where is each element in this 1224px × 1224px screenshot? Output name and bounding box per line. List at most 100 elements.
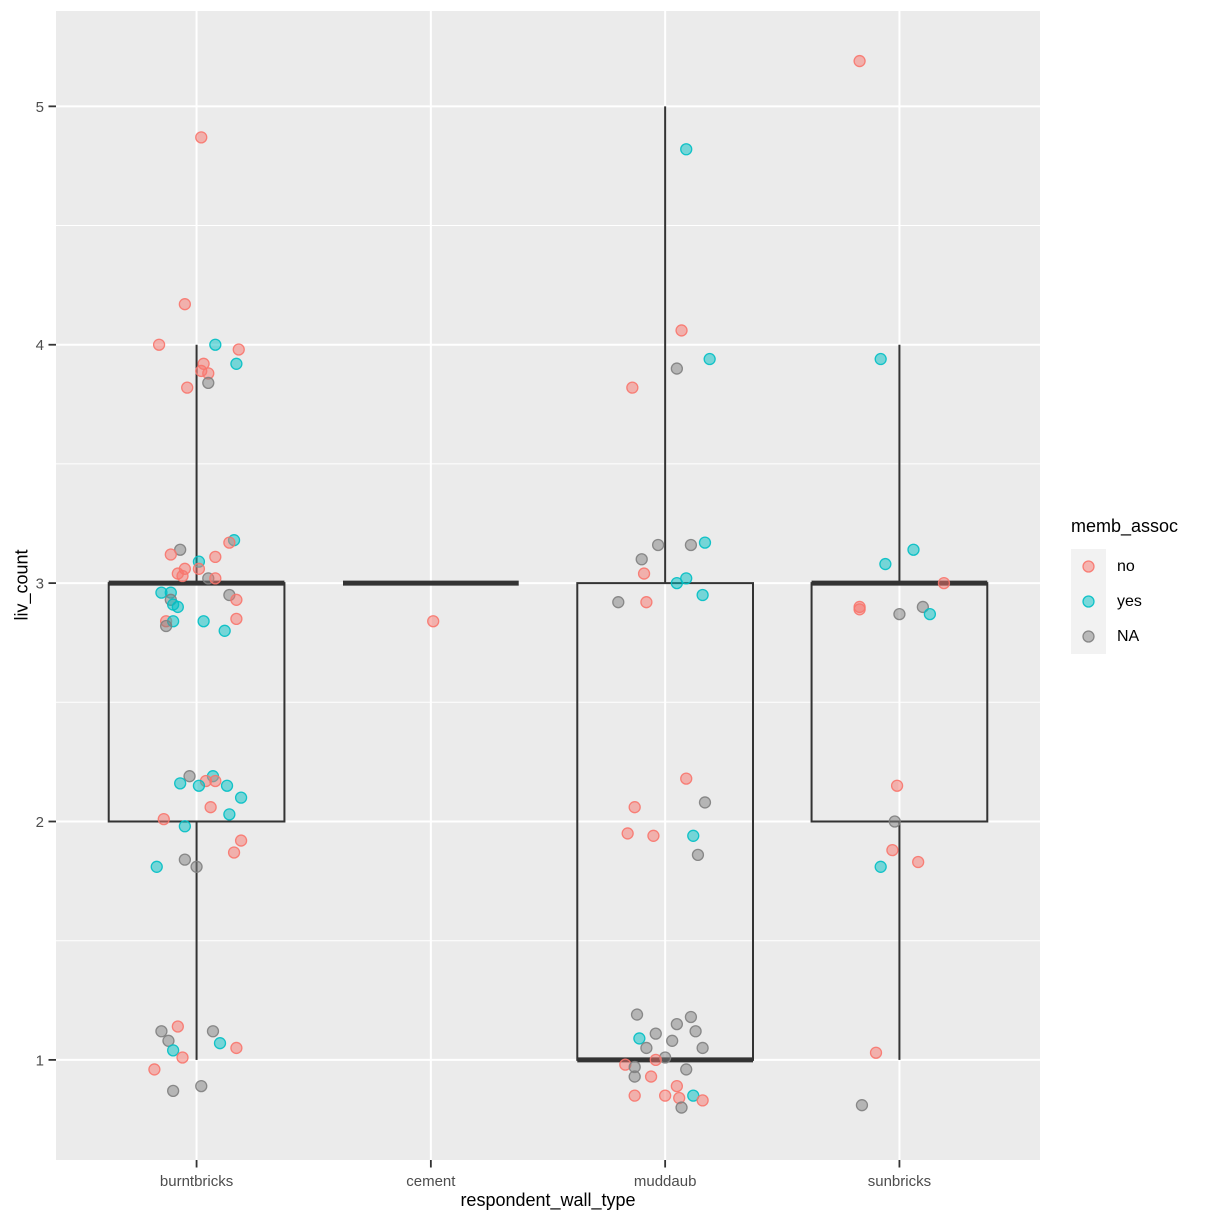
jitter-point-no [230,1041,243,1055]
jitter-point-NA [202,376,215,390]
jitter-point-NA [855,1099,869,1112]
x-tick-label-muddaub: muddaub [634,1173,697,1190]
jitter-point-NA [628,1070,641,1083]
y-tick-label: 2 [36,814,44,831]
y-tick-label: 1 [36,1052,44,1069]
jitter-point-no [886,843,899,857]
jitter-point-yes [171,600,184,614]
jitter-point-no [890,779,904,792]
jitter-point-NA [178,853,192,866]
legend-key-swatch [1071,584,1106,619]
jitter-point-yes [874,352,887,366]
jitter-point-NA [689,1025,702,1038]
y-tick-label: 4 [36,337,44,354]
jitter-point-NA [166,1084,180,1098]
jitter-point-no [640,596,653,609]
jitter-point-NA [630,1008,644,1021]
jitter-point-no [178,298,192,311]
jitter-point-no [853,603,866,616]
jitter-point-NA [680,1063,693,1076]
jitter-point-yes [923,607,937,621]
jitter-point-no [234,834,248,847]
jitter-point-yes [220,779,234,792]
jitter-point-no [696,1094,709,1107]
jitter-point-yes [166,1044,180,1057]
jitter-point-yes [698,536,712,549]
jitter-point-NA [675,1101,688,1114]
x-tick-label-cement: cement [406,1173,456,1190]
jitter-point-yes [234,791,248,804]
legend-point-icon [1082,560,1095,573]
jitter-point-no [937,576,951,590]
jitter-point-yes [680,143,693,156]
jitter-point-no [628,1089,641,1102]
jitter-point-NA [698,796,712,809]
jitter-point-NA [612,596,625,609]
jitter-point-no [209,550,222,564]
jitter-point-NA [670,362,684,375]
jitter-point-yes [223,808,236,821]
jitter-point-yes [174,777,187,790]
jitter-point-no [427,615,440,628]
jitter-point-no [869,1046,883,1059]
jitter-point-yes [907,543,920,556]
jitter-point-no [192,562,206,575]
legend-item-yes: yes [1071,584,1178,619]
jitter-point-no [204,801,217,814]
jitter-point-no [176,569,189,583]
jitter-point-yes [703,352,716,366]
jitter-point-NA [155,1025,168,1038]
jitter-point-no [152,338,166,351]
jitter-point-no [181,381,194,394]
y-tick-label: 3 [36,576,44,593]
jitter-point-no [621,827,634,840]
jitter-point-NA [666,1034,679,1047]
legend-items: no yes NA [1071,549,1178,654]
legend-point-icon [1082,630,1095,643]
jitter-point-no [680,772,693,785]
jitter-point-no [853,54,866,68]
jitter-point-NA [206,1025,220,1038]
jitter-point-yes [230,357,243,370]
jitter-point-no [157,812,170,826]
jitter-point-NA [190,860,203,873]
jitter-point-yes [687,829,700,842]
jitter-point-yes [213,1037,227,1050]
jitter-point-no [227,846,241,859]
jitter-point-NA [159,619,173,633]
jitter-point-NA [651,538,665,552]
jitter-point-NA [635,553,648,566]
legend-label: NA [1117,627,1140,645]
jitter-point-no [148,1063,161,1076]
jitter-point-yes [218,624,231,637]
jitter-point-NA [888,815,901,828]
jitter-point-no [171,1020,184,1033]
jitter-point-NA [670,1017,684,1031]
jitter-point-yes [192,779,206,792]
legend-point-icon [1082,595,1095,608]
jitter-point-no [176,1051,189,1064]
jitter-point-NA [684,1010,698,1024]
jitter-point-no [658,1089,672,1102]
legend-label: yes [1117,592,1142,610]
jitter-point-NA [640,1041,653,1055]
jitter-point-no [195,131,208,144]
jitter-point-no [626,381,639,394]
jitter-point-no [647,829,660,842]
y-axis-title: liv_count [11,549,32,621]
jitter-point-NA [893,607,906,621]
legend-title: memb_assoc [1071,516,1179,536]
jitter-point-no [644,1070,658,1083]
jitter-point-no [230,612,243,626]
jitter-point-no [230,593,243,606]
jitter-point-no [649,1053,662,1067]
x-tick-label-burntbricks: burntbricks [160,1173,233,1190]
jitter-point-yes [670,576,684,590]
jitter-point-NA [183,770,196,783]
jitter-point-NA [691,848,705,862]
x-tick-label-sunbricks: sunbricks [868,1173,931,1190]
jitter-point-NA [696,1041,709,1055]
jitter-point-NA [649,1027,662,1040]
y-tick-label: 5 [36,99,44,116]
